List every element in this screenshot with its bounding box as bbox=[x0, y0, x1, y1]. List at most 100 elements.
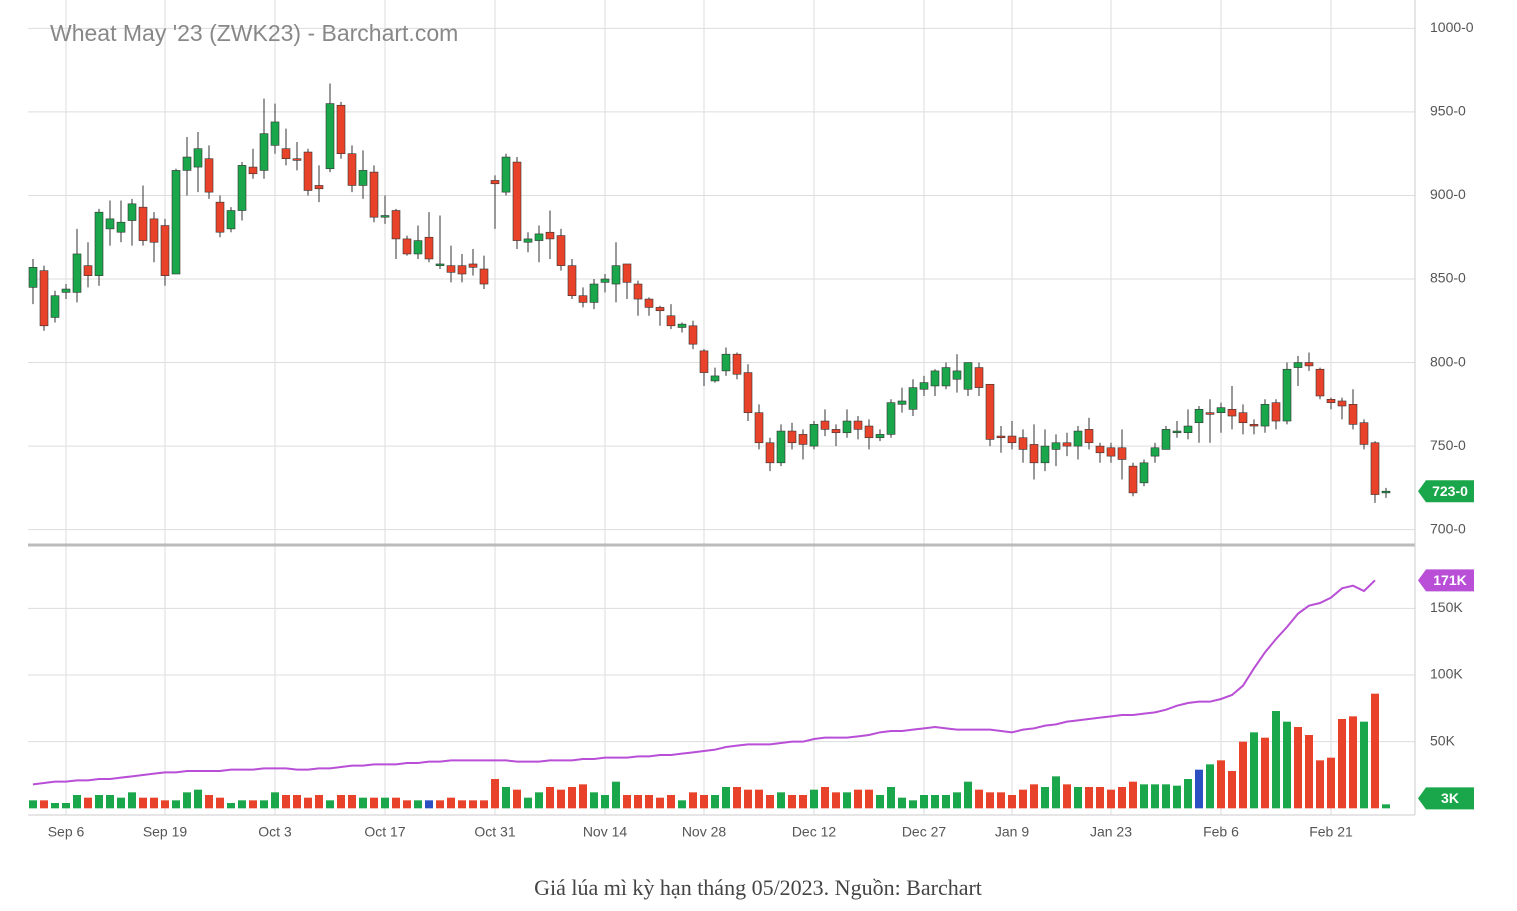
volume-bar bbox=[227, 803, 235, 809]
volume-bar bbox=[172, 800, 180, 809]
candle-body bbox=[72, 253, 82, 293]
candle-body bbox=[435, 263, 445, 266]
candle-body bbox=[1018, 437, 1028, 450]
volume-bar bbox=[535, 792, 543, 809]
volume-bar bbox=[1140, 784, 1148, 809]
volume-bar bbox=[1052, 776, 1060, 809]
volume-bar bbox=[183, 792, 191, 809]
candle-body bbox=[952, 370, 962, 380]
volume-bar bbox=[931, 795, 939, 809]
candle-body bbox=[204, 158, 214, 193]
x-tick-label: Sep 19 bbox=[143, 824, 188, 840]
candle-body bbox=[127, 203, 137, 221]
y-tick-label: 150K bbox=[1430, 599, 1463, 615]
volume-bar bbox=[106, 795, 114, 809]
volume-bar bbox=[359, 797, 367, 809]
volume-bar bbox=[755, 789, 763, 809]
candle-body bbox=[622, 263, 632, 283]
candle-body bbox=[864, 425, 874, 439]
volume-bar bbox=[381, 797, 389, 809]
candle-body bbox=[1095, 445, 1105, 454]
candle-body bbox=[1084, 429, 1094, 444]
x-tick-label: Feb 21 bbox=[1309, 824, 1353, 840]
volume-bar bbox=[975, 789, 983, 809]
candle-body bbox=[820, 420, 830, 430]
volume-bar bbox=[326, 800, 334, 809]
volume-bar bbox=[1151, 784, 1159, 809]
volume-bar bbox=[29, 800, 37, 809]
volume-bar bbox=[733, 787, 741, 809]
volume-bar bbox=[612, 781, 620, 809]
x-tick-label: Nov 28 bbox=[682, 824, 727, 840]
volume-bar bbox=[249, 800, 257, 809]
candle-body bbox=[446, 265, 456, 273]
volume-bar bbox=[557, 789, 565, 809]
volume-bar bbox=[1074, 787, 1082, 809]
candle-body bbox=[28, 267, 38, 288]
volume-bar bbox=[568, 787, 576, 809]
volume-bar bbox=[887, 787, 895, 809]
volume-bar bbox=[1382, 804, 1390, 809]
candle-body bbox=[710, 375, 720, 382]
volume-bar bbox=[909, 800, 917, 809]
volume-bar bbox=[997, 792, 1005, 809]
candle-body bbox=[798, 434, 808, 445]
candle-body bbox=[1040, 445, 1050, 464]
candle-body bbox=[413, 240, 423, 255]
volume-bar bbox=[260, 800, 268, 809]
candle-body bbox=[1073, 430, 1083, 447]
candle-body bbox=[908, 387, 918, 410]
volume-bar bbox=[524, 797, 532, 809]
candle-body bbox=[292, 158, 302, 161]
x-tick-label: Oct 17 bbox=[364, 824, 405, 840]
y-tick-label: 50K bbox=[1430, 732, 1456, 748]
candle-body bbox=[1326, 399, 1336, 403]
volume-bar bbox=[711, 795, 719, 809]
volume-bar bbox=[1129, 781, 1137, 809]
volume-bar bbox=[370, 797, 378, 809]
candle-body bbox=[930, 370, 940, 387]
volume-bar bbox=[161, 800, 169, 809]
volume-bar bbox=[139, 797, 147, 809]
last-value-label: 723-0 bbox=[1432, 483, 1468, 499]
volume-bar bbox=[304, 797, 312, 809]
candle-body bbox=[215, 201, 225, 233]
candle-body bbox=[1238, 412, 1248, 424]
volume-bar bbox=[865, 789, 873, 809]
volume-bar bbox=[1184, 779, 1192, 809]
candle-body bbox=[886, 402, 896, 435]
candle-body bbox=[688, 325, 698, 345]
volume-bar bbox=[942, 795, 950, 809]
open-interest-line bbox=[32, 579, 1376, 786]
volume-bar bbox=[645, 795, 653, 809]
candle-body bbox=[182, 156, 192, 171]
volume-bar bbox=[315, 795, 323, 809]
candle-body bbox=[50, 295, 60, 318]
candle-body bbox=[512, 161, 522, 241]
candle-body bbox=[1249, 424, 1259, 427]
candle-body bbox=[1271, 402, 1281, 422]
volume-bar bbox=[1239, 741, 1247, 809]
volume-bar bbox=[1338, 719, 1346, 809]
volume-bar bbox=[1349, 716, 1357, 809]
volume-bar bbox=[832, 792, 840, 809]
candle-body bbox=[732, 353, 742, 375]
volume-bar bbox=[1019, 789, 1027, 809]
volume-bar bbox=[623, 795, 631, 809]
candle-body bbox=[842, 420, 852, 434]
volume-bar bbox=[117, 797, 125, 809]
volume-bar bbox=[898, 797, 906, 809]
x-tick-label: Dec 12 bbox=[792, 824, 837, 840]
candle-body bbox=[963, 362, 973, 390]
volume-bar bbox=[1063, 784, 1071, 809]
candle-body bbox=[281, 148, 291, 160]
x-tick-label: Oct 3 bbox=[258, 824, 292, 840]
volume-bar bbox=[1118, 787, 1126, 809]
candle-body bbox=[61, 288, 71, 293]
volume-bar bbox=[1096, 787, 1104, 809]
candle-body bbox=[1337, 400, 1347, 407]
candle-body bbox=[94, 211, 104, 276]
candle-body bbox=[1150, 447, 1160, 457]
volume-bar bbox=[579, 784, 587, 809]
